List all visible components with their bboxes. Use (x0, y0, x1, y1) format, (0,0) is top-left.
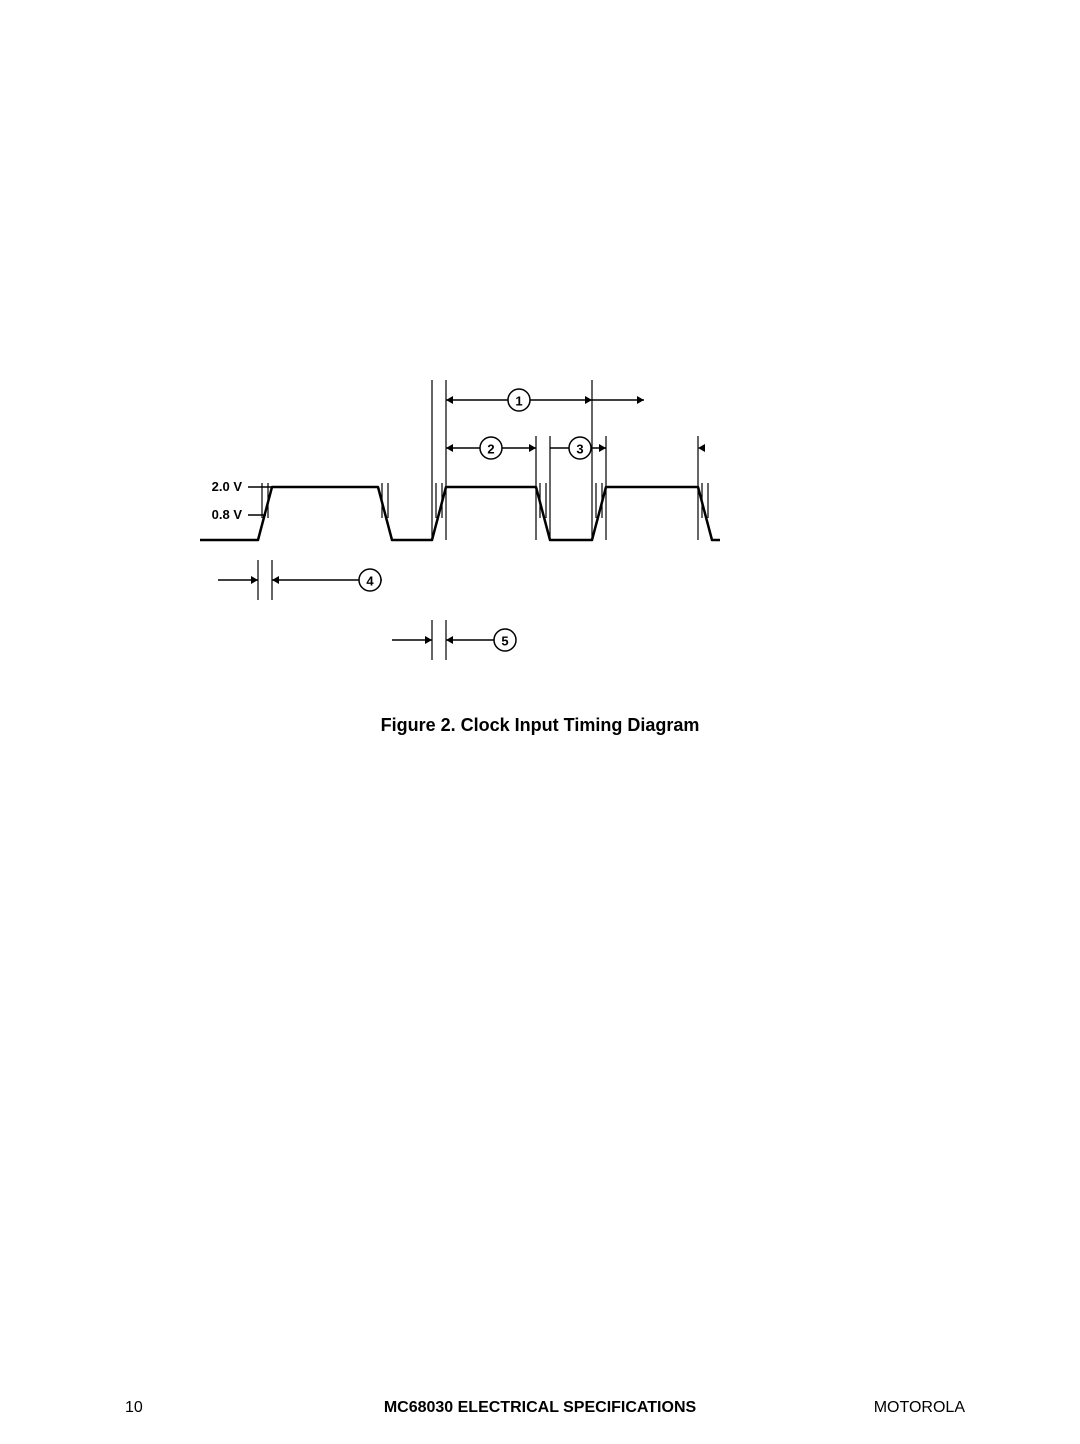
svg-text:4: 4 (366, 574, 374, 589)
svg-text:5: 5 (501, 634, 508, 649)
footer-brand: MOTOROLA (874, 1399, 965, 1417)
timing-diagram: 1 2 3 4 5 (200, 380, 720, 680)
figure-caption: Figure 2. Clock Input Timing Diagram (0, 715, 1080, 736)
svg-text:3: 3 (576, 442, 583, 457)
svg-text:1: 1 (515, 394, 522, 409)
svg-text:2: 2 (487, 442, 494, 457)
